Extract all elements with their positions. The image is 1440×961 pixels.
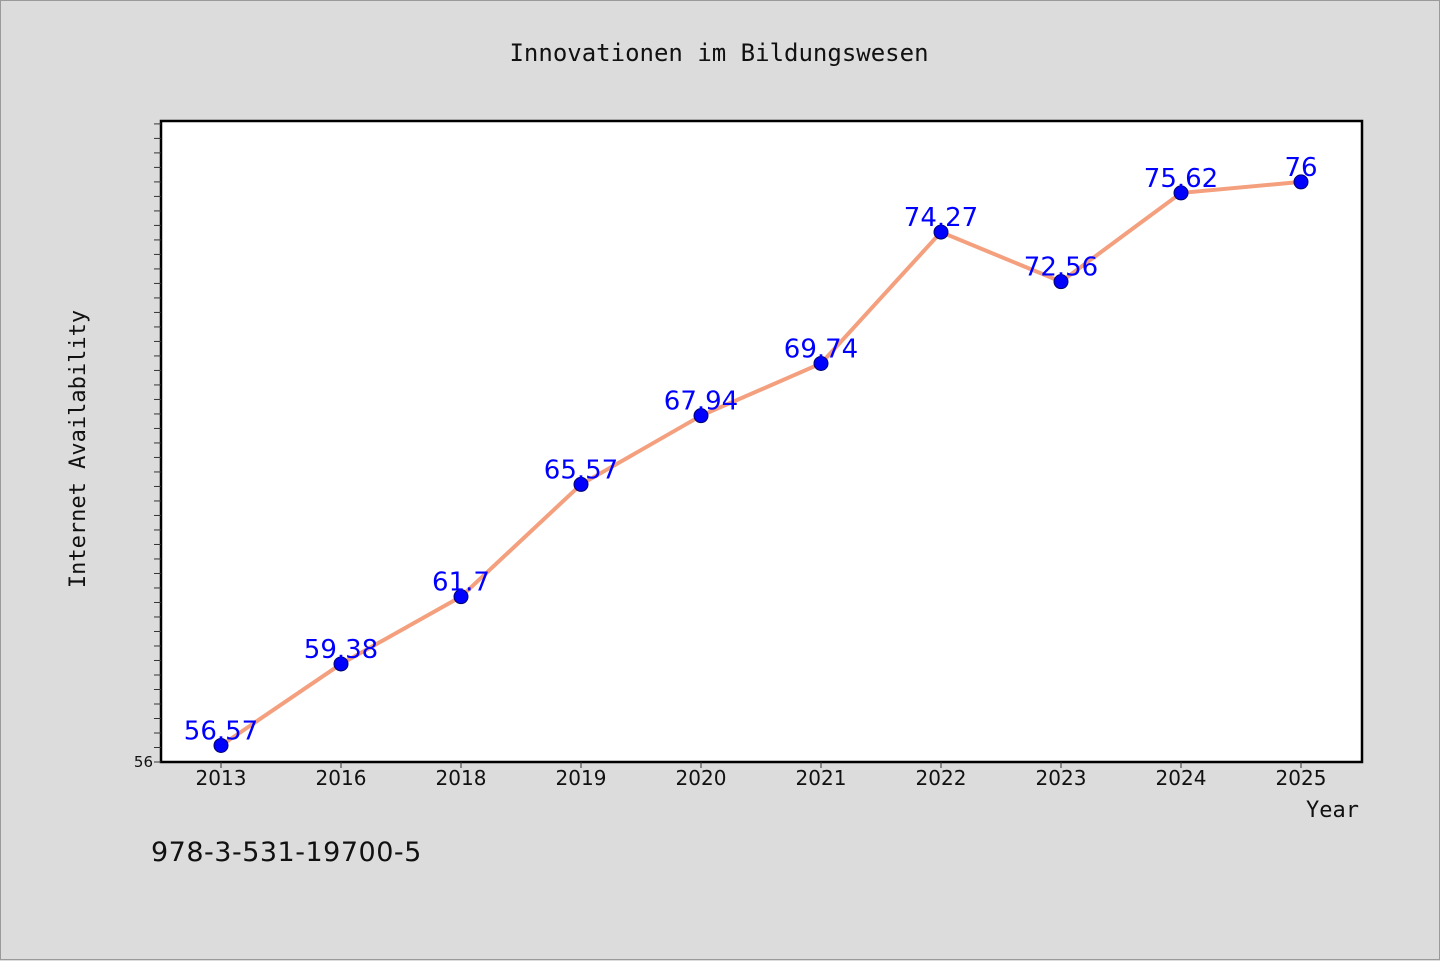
y-axis-label: Internet Availability <box>66 310 91 588</box>
data-point <box>1293 174 1309 190</box>
x-tick-label: 2021 <box>796 766 847 790</box>
data-label: 59.38 <box>304 635 378 665</box>
x-tick-label: 2016 <box>316 766 367 790</box>
data-point <box>573 476 589 492</box>
x-tick-label: 2025 <box>1276 766 1327 790</box>
data-label: 76 <box>1284 153 1317 183</box>
data-label: 65.57 <box>544 455 618 485</box>
data-point <box>813 355 829 371</box>
data-label: 56.57 <box>184 716 258 746</box>
data-point <box>693 408 709 424</box>
data-label: 72.56 <box>1024 253 1098 283</box>
x-tick-label: 2022 <box>916 766 967 790</box>
chart-title: Innovationen im Bildungswesen <box>509 39 928 67</box>
data-point <box>1053 274 1069 290</box>
data-label: 67.94 <box>664 387 738 417</box>
series-line <box>219 179 1303 748</box>
plot-area <box>159 119 1364 764</box>
data-markers <box>213 174 1309 753</box>
y-axis-ticks <box>154 123 161 763</box>
data-point <box>213 737 229 753</box>
x-axis: 2013 2016 2018 2019 2020 2021 2022 2023 2024 2025 <box>196 762 1327 790</box>
data-labels: 56.57 59.38 61.7 65.57 67.94 69.74 74.27 72.56 7… <box>184 153 1318 747</box>
isbn-text: 978-3-531-19700-5 <box>151 837 422 868</box>
x-tick-label: 2024 <box>1156 766 1207 790</box>
x-axis-label: Year <box>1306 798 1359 823</box>
data-point <box>933 224 949 240</box>
x-tick-label: 2020 <box>676 766 727 790</box>
data-label: 61.7 <box>432 568 490 598</box>
data-label: 75.62 <box>1144 164 1218 194</box>
y-tick-label: 56 <box>134 753 153 771</box>
x-tick-label: 2019 <box>556 766 607 790</box>
data-point <box>333 656 349 672</box>
x-tick-label: 2018 <box>436 766 487 790</box>
x-tick-label: 2023 <box>1036 766 1087 790</box>
x-tick-label: 2013 <box>196 766 247 790</box>
data-point <box>453 589 469 605</box>
data-label: 69.74 <box>784 334 858 364</box>
data-label: 74.27 <box>904 203 978 233</box>
data-point <box>1173 185 1189 201</box>
